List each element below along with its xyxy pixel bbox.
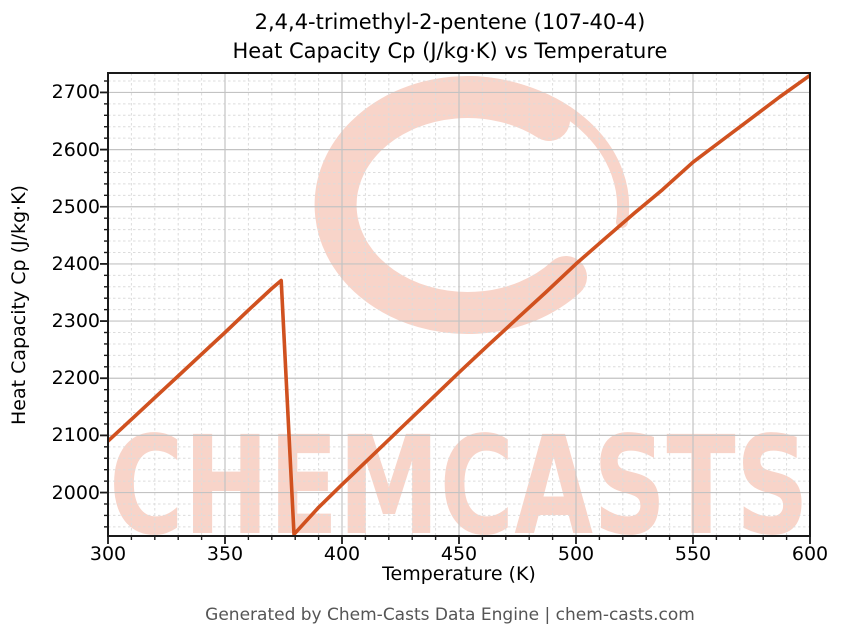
y-axis-label: Heat Capacity Cp (J/kg·K) — [8, 184, 30, 425]
y-tick-label: 2000 — [51, 481, 100, 504]
y-tick-label: 2100 — [51, 424, 100, 447]
c-swoosh-logo-inner-stroke — [464, 76, 630, 228]
x-axis-label: Temperature (K) — [382, 563, 536, 585]
x-tick-label: 600 — [791, 543, 829, 565]
y-tick-label: 2200 — [51, 367, 100, 390]
chart-title-line2: Heat Capacity Cp (J/kg·K) vs Temperature — [232, 39, 668, 63]
axes-spines — [107, 72, 811, 537]
chart-title-line1: 2,4,4-trimethyl-2-pentene (107-40-4) — [254, 10, 646, 34]
chart-title: 2,4,4-trimethyl-2-pentene (107-40-4) Hea… — [70, 8, 830, 66]
y-tick-label: 2700 — [51, 81, 100, 104]
y-tick-label: 2400 — [51, 252, 100, 275]
x-tick-label: 350 — [206, 543, 244, 565]
y-tick-label: 2500 — [51, 195, 100, 218]
y-tick-label: 2600 — [51, 138, 100, 161]
x-tick-label: 450 — [440, 543, 478, 565]
heat-capacity-line — [108, 73, 810, 536]
y-tick-label: 2300 — [51, 310, 100, 333]
x-tick-label: 400 — [323, 543, 361, 565]
x-tick-label: 500 — [557, 543, 595, 565]
c-swoosh-logo — [314, 76, 587, 334]
x-tick-label: 550 — [674, 543, 712, 565]
footer-credit: Generated by Chem-Casts Data Engine | ch… — [205, 605, 695, 625]
x-tick-label: 300 — [89, 543, 127, 565]
grid-major — [108, 73, 810, 536]
y-axis-label-box: Heat Capacity Cp (J/kg·K) — [6, 73, 32, 536]
